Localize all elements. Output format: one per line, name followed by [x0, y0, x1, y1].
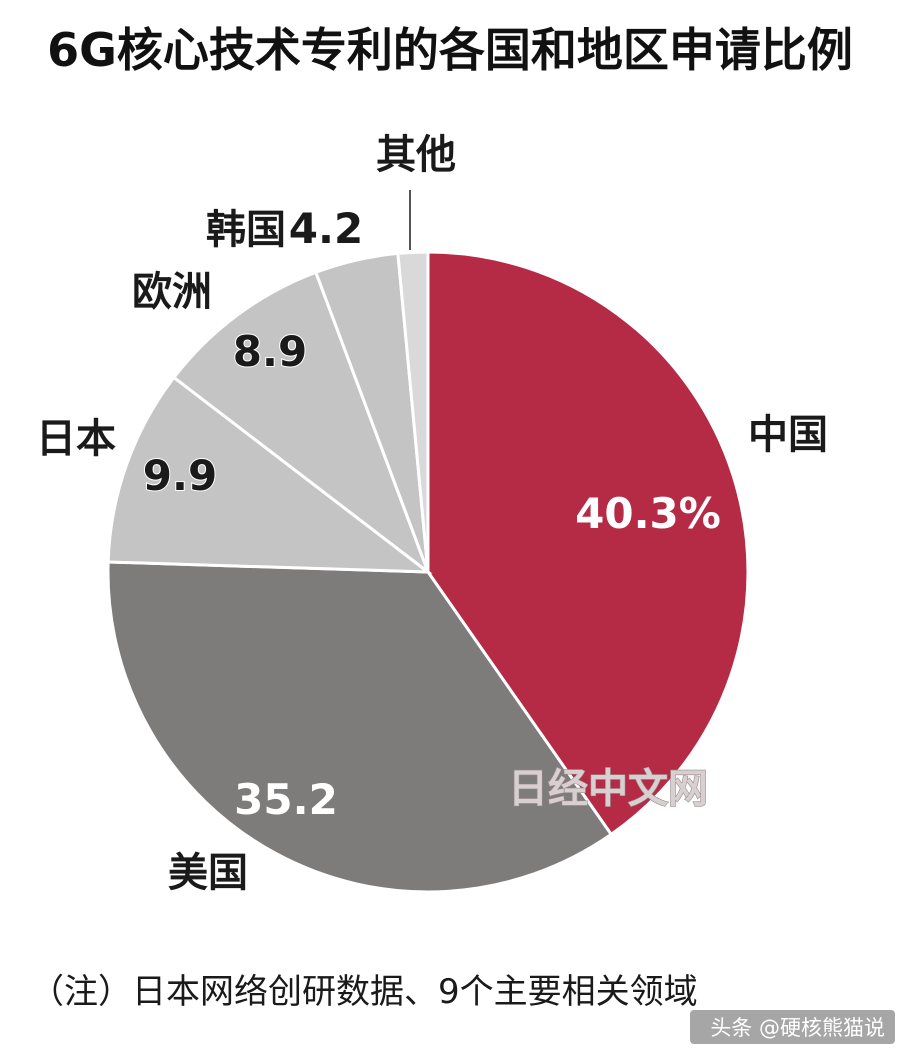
credit-background: [690, 1010, 895, 1044]
value-label-korea: 4.2: [289, 204, 363, 253]
category-label-china: 中国: [748, 412, 828, 458]
chart-title: 6G核心技术专利的各国和地区申请比例: [47, 23, 853, 77]
pie-slice-china: [426, 250, 750, 837]
credit: 头条 @硬核熊猫说: [710, 1016, 885, 1040]
value-label-japan: 9.9: [143, 451, 217, 500]
watermark: 日经中文网: [508, 766, 708, 812]
pie-slices: [106, 250, 750, 894]
value-label-europe: 8.9: [233, 327, 307, 376]
pie-slice-europe: [171, 270, 432, 577]
value-label-usa: 35.2: [234, 775, 338, 824]
category-label-usa: 美国: [168, 850, 248, 896]
chart-note: （注）日本网络创研数据、9个主要相关领域: [30, 972, 698, 1012]
pie-slice-other: [396, 250, 430, 573]
category-label-europe: 欧洲: [132, 269, 212, 315]
category-label-other: 其他: [376, 132, 456, 178]
category-label-japan: 日本: [36, 416, 116, 462]
pie-slice-usa: [106, 560, 614, 894]
pie-slice-japan: [106, 375, 433, 574]
category-label-korea: 韩国: [206, 207, 286, 253]
value-label-china: 40.3%: [575, 489, 721, 538]
